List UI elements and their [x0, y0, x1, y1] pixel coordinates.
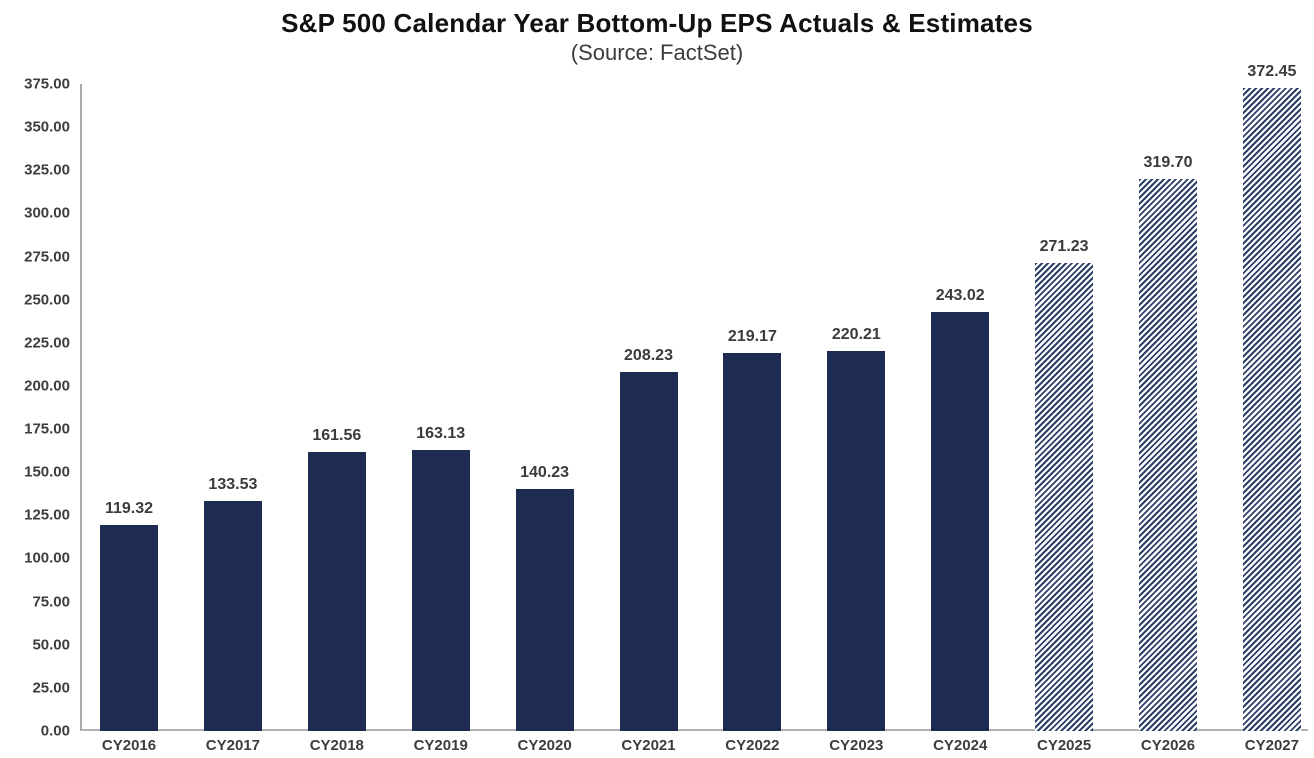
- y-tick-label: 225.00: [24, 334, 70, 352]
- y-tick-label: 250.00: [24, 291, 70, 309]
- y-tick-label: 300.00: [24, 204, 70, 222]
- bar-cy2025: [1035, 263, 1094, 731]
- bar-value-label: 220.21: [831, 326, 881, 344]
- bar-value-label: 319.70: [1143, 154, 1193, 172]
- bar-cy2021: [619, 371, 678, 731]
- bar-value-label: 133.53: [208, 475, 258, 493]
- x-tick-label: CY2017: [205, 737, 260, 754]
- bar-value-label: 243.02: [935, 286, 985, 304]
- bar-value-label: 163.13: [416, 424, 466, 442]
- bar-value-label: 208.23: [624, 346, 673, 364]
- y-tick-label: 25.00: [32, 679, 70, 697]
- bar-cy2017: [203, 500, 262, 731]
- bar-cy2024: [931, 311, 990, 731]
- bar-value-label: 119.32: [104, 500, 154, 518]
- y-tick-label: 275.00: [24, 248, 70, 266]
- y-tick-label: 375.00: [24, 75, 70, 93]
- chart-subtitle: (Source: FactSet): [570, 40, 744, 65]
- bar-value-label: 161.56: [312, 427, 362, 445]
- x-tick-label: CY2026: [1140, 737, 1196, 754]
- bar-value-label: 271.23: [1039, 238, 1089, 256]
- y-tick-label: 100.00: [24, 549, 70, 567]
- chart-title: S&P 500 Calendar Year Bottom-Up EPS Actu…: [281, 8, 1033, 38]
- x-tick-label: CY2023: [829, 737, 884, 754]
- x-tick-label: CY2021: [621, 737, 676, 754]
- bar-cy2016: [100, 525, 158, 731]
- y-tick-label: 0.00: [40, 722, 70, 740]
- y-tick-label: 125.00: [24, 506, 70, 524]
- y-tick-label: 50.00: [32, 636, 70, 654]
- y-tick-label: 175.00: [24, 420, 70, 438]
- bar-cy2019: [411, 449, 470, 731]
- x-tick-label: CY2019: [413, 737, 468, 754]
- bar-value-label: 372.45: [1247, 63, 1297, 81]
- y-tick-label: 150.00: [24, 463, 70, 481]
- bar-cy2018: [307, 452, 366, 731]
- y-tick-label: 325.00: [24, 161, 70, 179]
- y-tick-label: 350.00: [24, 118, 70, 136]
- x-tick-label: CY2020: [517, 737, 572, 754]
- bar-cy2020: [515, 489, 574, 731]
- x-tick-label: CY2018: [309, 737, 364, 754]
- plot-area: [80, 84, 1308, 731]
- bar-cy2022: [723, 352, 782, 731]
- bar-cy2027: [1242, 88, 1301, 731]
- bar-cy2023: [827, 351, 886, 731]
- x-tick-label: CY2016: [101, 737, 157, 754]
- y-tick-label: 75.00: [32, 593, 70, 611]
- x-tick-label: CY2025: [1036, 737, 1092, 754]
- y-tick-label: 200.00: [24, 377, 70, 395]
- x-tick-label: CY2027: [1244, 737, 1299, 754]
- bar-value-label: 140.23: [520, 464, 570, 482]
- bar-value-label: 219.17: [727, 327, 777, 345]
- x-tick-label: CY2022: [725, 737, 780, 754]
- bar-cy2026: [1139, 179, 1197, 731]
- x-tick-label: CY2024: [933, 737, 988, 754]
